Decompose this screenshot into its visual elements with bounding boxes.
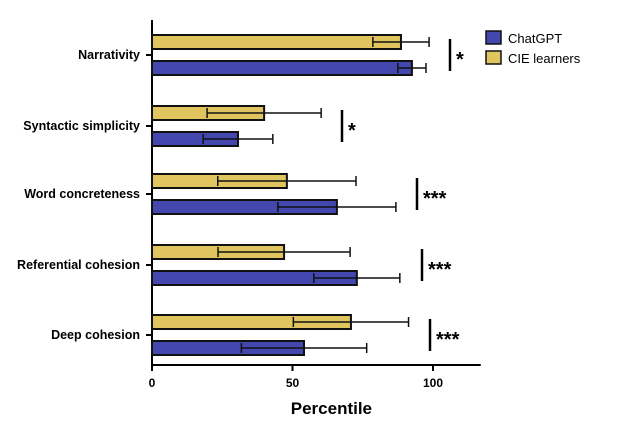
legend-label: ChatGPT — [508, 31, 562, 46]
category-label: Word concreteness — [24, 187, 140, 201]
category-label: Narrativity — [78, 48, 140, 62]
x-axis-title: Percentile — [291, 399, 372, 418]
x-tick-label: 50 — [286, 376, 300, 390]
significance-marker: *** — [423, 188, 447, 210]
bar-chatgpt — [151, 60, 413, 76]
x-tick-label: 0 — [149, 376, 156, 390]
legend-swatch-cie — [485, 50, 502, 65]
category-label: Syntactic simplicity — [23, 119, 140, 133]
significance-marker: *** — [436, 329, 460, 351]
legend-label: CIE learners — [508, 51, 581, 66]
x-tick-label: 100 — [423, 376, 443, 390]
significance-marker: * — [456, 49, 464, 71]
legend-swatch-chatgpt — [485, 30, 502, 45]
bar-cie — [151, 34, 402, 50]
category-label: Referential cohesion — [17, 258, 140, 272]
significance-marker: *** — [428, 259, 452, 281]
category-label: Deep cohesion — [51, 328, 140, 342]
significance-marker: * — [348, 120, 356, 142]
